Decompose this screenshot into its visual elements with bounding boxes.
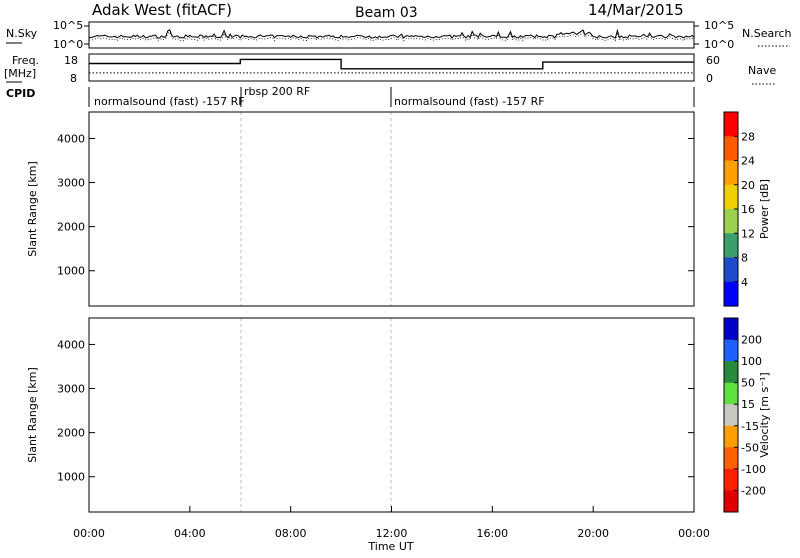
noise-left-tick-top: 10^5 xyxy=(53,19,83,32)
y-tick-label: 1000 xyxy=(57,265,85,278)
noise-search-label: N.Search xyxy=(742,27,792,40)
x-tick-label: 08:00 xyxy=(275,527,307,540)
colorbar-swatch xyxy=(724,209,738,234)
colorbar-tick-label: 28 xyxy=(741,130,755,143)
freq-label-top: Freq. xyxy=(12,54,39,67)
noise-sky-label: N.Sky xyxy=(6,27,38,40)
colorbar-tick-label: -50 xyxy=(741,441,759,454)
date-title: 14/Mar/2015 xyxy=(588,1,684,19)
x-tick-label: 00:00 xyxy=(73,527,105,540)
freq-left-tick-bottom: 8 xyxy=(70,72,77,85)
colorbar-swatch xyxy=(724,490,738,513)
freq-right-tick-top: 60 xyxy=(706,54,720,67)
colorbar-tick-label: 200 xyxy=(741,334,762,347)
noise-sky-line xyxy=(88,28,695,39)
colorbar-swatch xyxy=(724,184,738,210)
cpid-segment-3: normalsound (fast) -157 RF xyxy=(394,95,545,108)
velocity-panel: 1000 2000 3000 4000 00:00 04:00 08:00 12:00 16:… xyxy=(26,317,771,553)
colorbar-tick-label: 24 xyxy=(741,155,755,168)
freq-right-tick-bottom: 0 xyxy=(706,72,713,85)
frequency-panel: 18 8 60 0 Freq. [MHz] Nave xyxy=(4,53,776,85)
cpid-segment-2: rbsp 200 RF xyxy=(244,85,310,98)
velocity-ylabel: Slant Range [km] xyxy=(26,367,39,463)
time-xlabel: Time UT xyxy=(367,540,413,553)
y-tick-label: 4000 xyxy=(57,132,85,145)
colorbar-tick-label: -15 xyxy=(741,420,759,433)
colorbar-swatch xyxy=(724,361,738,384)
colorbar-tick-label: 8 xyxy=(741,252,748,265)
x-tick-label: 12:00 xyxy=(376,527,408,540)
colorbar-swatch xyxy=(724,318,738,341)
y-tick-label: 2000 xyxy=(57,221,85,234)
colorbar-swatch xyxy=(724,339,738,362)
noise-right-tick-bottom: 10^0 xyxy=(704,38,734,51)
colorbar-swatch xyxy=(724,136,738,162)
y-tick-label: 1000 xyxy=(57,471,85,484)
colorbar-swatch xyxy=(724,281,738,307)
noise-left-tick-bottom: 10^0 xyxy=(53,38,83,51)
colorbar-swatch xyxy=(724,160,738,186)
colorbar-tick-label: 20 xyxy=(741,179,755,192)
radar-title: Adak West (fitACF) xyxy=(92,1,232,19)
power-panel: 1000 2000 3000 4000 Slant Range [km] 28 24 20… xyxy=(26,111,771,307)
colorbar-tick-label: -100 xyxy=(741,463,766,476)
y-tick-label: 4000 xyxy=(57,338,85,351)
cpid-panel: CPID normalsound (fast) -157 RF rbsp 200… xyxy=(6,85,695,108)
cpid-label: CPID xyxy=(6,87,35,100)
colorbar-swatch xyxy=(724,382,738,405)
noise-panel: 10^5 10^0 10^5 10^0 N.Sky N.Search xyxy=(6,19,792,51)
y-tick-label: 3000 xyxy=(57,177,85,190)
nave-label: Nave xyxy=(748,64,776,77)
power-ylabel: Slant Range [km] xyxy=(26,161,39,257)
x-tick-label: 20:00 xyxy=(577,527,609,540)
velocity-y-axis: 1000 2000 3000 4000 xyxy=(57,338,694,484)
power-colorbar-label: Power [dB] xyxy=(758,179,771,239)
power-y-axis: 1000 2000 3000 4000 xyxy=(57,132,694,278)
colorbar-tick-label: 100 xyxy=(741,355,762,368)
time-x-axis: 00:00 04:00 08:00 12:00 16:00 20:00 00:00 xyxy=(73,506,710,540)
freq-label-unit: [MHz] xyxy=(4,67,36,80)
power-echoes xyxy=(89,138,694,306)
x-tick-label: 00:00 xyxy=(678,527,710,540)
colorbar-tick-label: 12 xyxy=(741,227,755,240)
colorbar-tick-label: 50 xyxy=(741,377,755,390)
velocity-colorbar-label: Velocity [m s⁻¹] xyxy=(758,372,771,457)
y-tick-label: 3000 xyxy=(57,383,85,396)
velocity-colorbar: 200 100 50 15 -15 -50 -100 -200 xyxy=(723,317,766,513)
colorbar-swatch xyxy=(724,112,738,137)
power-colorbar: 28 24 20 16 12 8 4 xyxy=(723,111,755,307)
x-tick-label: 16:00 xyxy=(476,527,508,540)
freq-left-tick-top: 18 xyxy=(64,54,78,67)
colorbar-tick-label: -200 xyxy=(741,484,766,497)
noise-search-line xyxy=(88,31,695,42)
colorbar-tick-label: 16 xyxy=(741,203,755,216)
beam-title: Beam 03 xyxy=(355,5,418,21)
y-tick-label: 2000 xyxy=(57,427,85,440)
colorbar-swatch xyxy=(724,468,738,491)
colorbar-tick-label: 4 xyxy=(741,276,748,289)
colorbar-tick-label: 15 xyxy=(741,398,755,411)
colorbar-swatch xyxy=(724,447,738,470)
colorbar-swatch xyxy=(724,404,738,427)
colorbar-swatch xyxy=(724,233,738,259)
cpid-segment-1: normalsound (fast) -157 RF xyxy=(94,95,245,108)
velocity-echoes xyxy=(89,344,694,512)
colorbar-swatch xyxy=(724,257,738,283)
x-tick-label: 04:00 xyxy=(174,527,206,540)
frequency-line xyxy=(89,58,694,70)
colorbar-swatch xyxy=(724,425,738,448)
noise-right-tick-top: 10^5 xyxy=(704,19,734,32)
